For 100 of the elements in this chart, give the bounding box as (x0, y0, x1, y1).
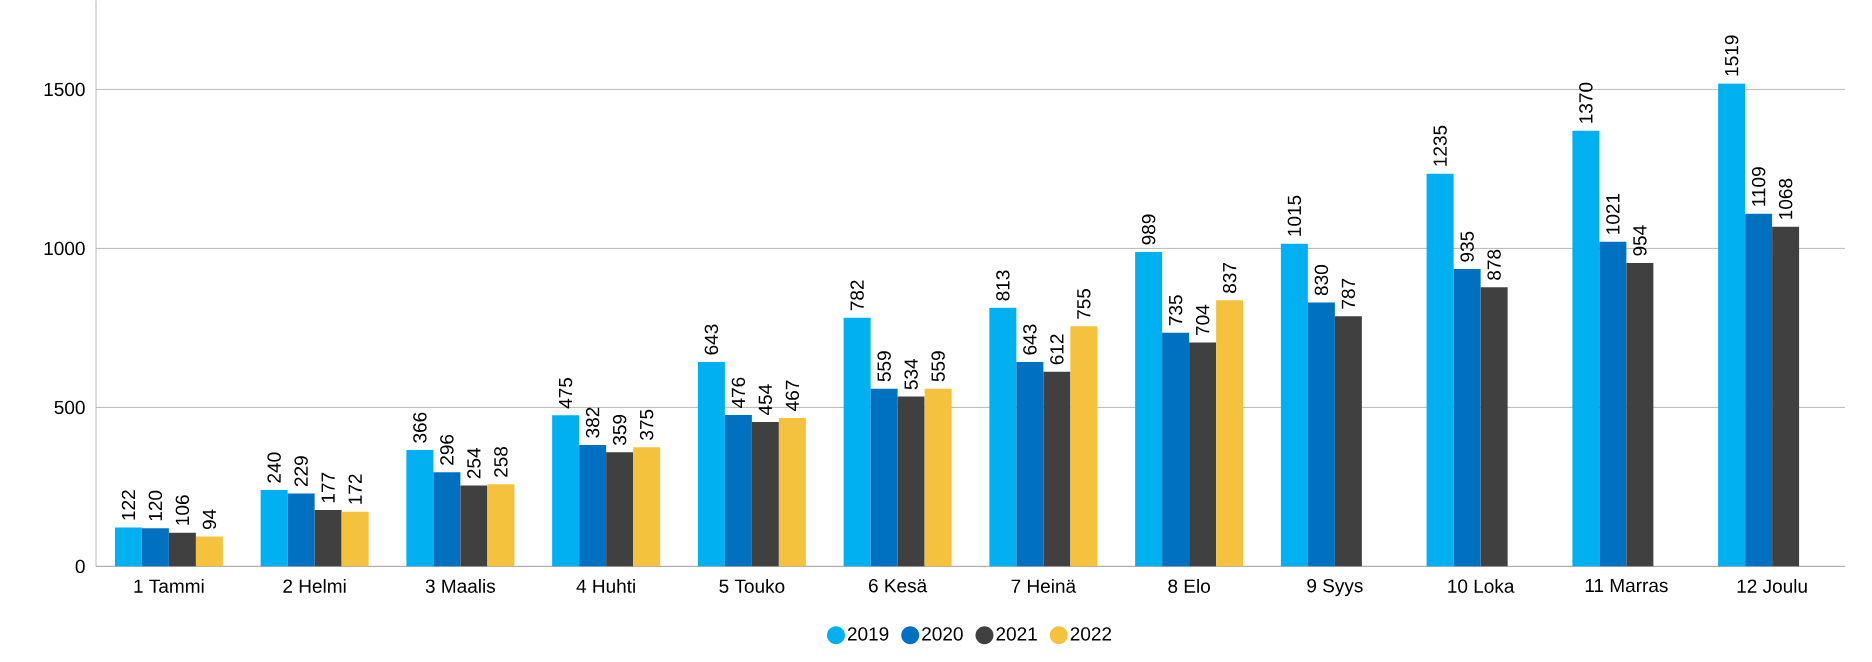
bar (1599, 241, 1627, 567)
x-tick-label: 11 Marras (1585, 578, 1668, 592)
data-label: 878 (1487, 249, 1501, 280)
bar (1016, 361, 1044, 567)
data-label: 172 (348, 474, 362, 504)
data-label: 735 (1168, 295, 1183, 325)
bar (1280, 243, 1308, 567)
data-label: 106 (175, 495, 190, 525)
bar (341, 511, 369, 567)
bar (1189, 342, 1217, 567)
data-label: 935 (1460, 231, 1474, 262)
data-label: 1021 (1606, 193, 1620, 234)
data-label: 1109 (1751, 167, 1766, 206)
y-tick-label: 500 (54, 400, 85, 414)
data-label: 258 (494, 446, 508, 477)
data-label: 704 (1195, 304, 1210, 335)
x-tick-label: 4 Huhti (576, 578, 635, 593)
bar (195, 536, 223, 567)
bar (287, 493, 315, 567)
data-label: 454 (758, 384, 773, 415)
bar (1070, 326, 1098, 567)
bar (314, 509, 342, 567)
data-label: 229 (294, 456, 308, 486)
data-label: 559 (931, 351, 945, 382)
bar (1772, 226, 1800, 567)
bar (487, 484, 515, 567)
bar (1216, 300, 1244, 567)
data-label: 120 (148, 490, 163, 521)
bar (870, 388, 898, 567)
data-label: 475 (559, 377, 573, 409)
x-tick-label: 7 Heinä (1011, 578, 1077, 593)
y-tick-label: 0 (75, 559, 85, 573)
legend-label: 2020 (922, 627, 963, 641)
bar (751, 421, 779, 567)
data-label: 375 (639, 409, 654, 440)
data-label: 1235 (1433, 125, 1447, 166)
x-tick-label: 3 Maalis (425, 578, 496, 593)
data-label: 989 (1141, 214, 1156, 245)
bar (1572, 130, 1600, 567)
x-tick-label: 5 Touko (719, 578, 785, 593)
data-label: 1519 (1724, 35, 1739, 76)
bar (552, 415, 580, 567)
data-label: 476 (731, 377, 746, 408)
data-label: 782 (850, 280, 864, 311)
bar (1745, 213, 1773, 567)
data-label: 830 (1314, 264, 1329, 295)
bar (1162, 332, 1190, 567)
data-label: 559 (877, 351, 891, 382)
bar (606, 452, 634, 567)
data-label: 813 (996, 270, 1010, 301)
data-label: 787 (1341, 278, 1356, 309)
data-label: 177 (321, 472, 335, 502)
bar (168, 532, 196, 567)
bar (897, 396, 925, 567)
data-label: 1370 (1579, 82, 1593, 123)
x-tick-label: 8 Elo (1168, 578, 1210, 593)
bar (778, 417, 806, 567)
data-label: 366 (413, 412, 427, 443)
data-label: 359 (612, 414, 627, 445)
x-tick-label: 2 Helmi (283, 578, 346, 593)
data-label: 643 (704, 324, 719, 355)
bar (114, 527, 142, 567)
data-label: 122 (121, 490, 136, 520)
bar (460, 485, 488, 567)
data-label: 534 (904, 358, 918, 390)
data-label: 954 (1633, 225, 1647, 256)
bar (1334, 315, 1362, 567)
bar (433, 472, 461, 567)
data-label: 382 (585, 407, 600, 438)
bar (1480, 287, 1508, 567)
bar (579, 444, 607, 567)
bar (406, 449, 434, 567)
x-tick-label: 12 Joulu (1737, 578, 1807, 593)
bar (924, 388, 952, 567)
bar (697, 361, 725, 567)
bar (724, 414, 752, 567)
bar (1718, 83, 1746, 567)
bar (1626, 262, 1654, 567)
data-label: 1015 (1287, 195, 1302, 236)
y-tick-label: 1500 (44, 82, 85, 96)
bar (1453, 268, 1481, 567)
data-label: 296 (440, 434, 454, 465)
bar (1426, 173, 1454, 567)
data-label: 643 (1023, 324, 1037, 355)
data-label: 94 (202, 509, 217, 529)
bar (843, 317, 871, 567)
data-label: 837 (1222, 262, 1237, 293)
legend-label: 2022 (1070, 627, 1112, 641)
x-tick-label: 6 Kesä (869, 578, 928, 593)
data-label: 254 (467, 447, 481, 478)
bar (633, 446, 661, 567)
bar (989, 307, 1017, 567)
legend-label: 2019 (847, 627, 889, 641)
data-label: 467 (785, 380, 800, 411)
legend-label: 2021 (996, 627, 1037, 641)
bar (141, 528, 169, 567)
data-label: 612 (1050, 334, 1064, 365)
data-label: 1068 (1778, 178, 1793, 219)
data-label: 755 (1077, 288, 1091, 319)
y-tick-label: 1000 (44, 241, 85, 255)
